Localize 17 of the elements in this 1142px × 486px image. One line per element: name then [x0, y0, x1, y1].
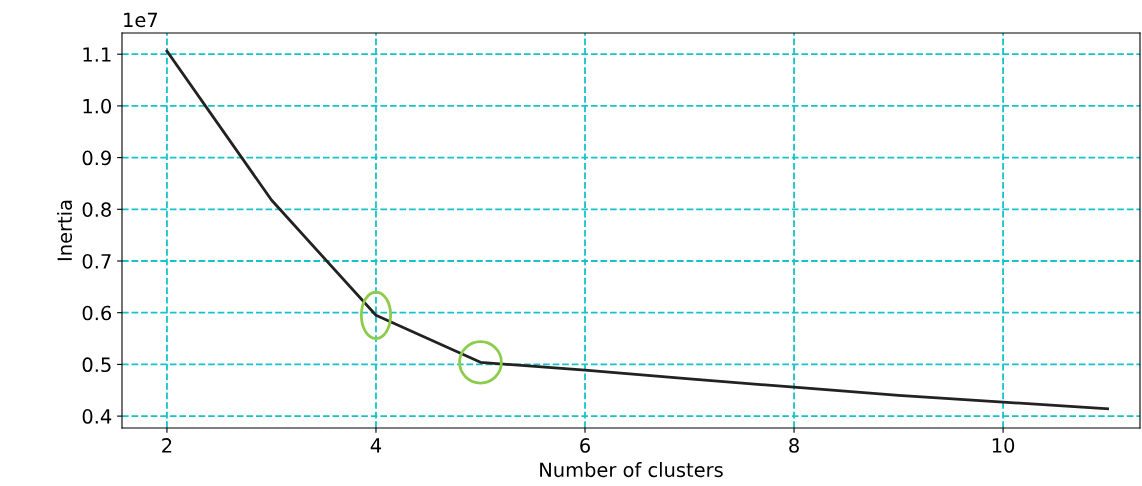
y-tick-label: 0.5: [82, 357, 111, 373]
y-tick-label: 1.0: [83, 98, 111, 114]
text: 1e7: [124, 12, 158, 28]
y-tick-label: 0.4: [82, 409, 112, 424]
line-series: [165, 49, 1109, 411]
y-tick-label: 0.8: [82, 202, 111, 217]
x-tick-label: 4: [370, 438, 382, 453]
y-tick-label: 0.7: [82, 253, 111, 269]
x-axis-title: Number of clusters: [540, 462, 723, 478]
x-tick-label: 10: [992, 438, 1015, 453]
x-tick-label: 8: [789, 438, 799, 453]
y-tick-label: 0.9: [82, 150, 111, 166]
y-tick-label: 1.1: [83, 47, 111, 62]
y-axis-title: Inertia: [56, 200, 73, 261]
x-tick-label: 6: [580, 438, 590, 453]
y-tick-label: 0.6: [82, 305, 112, 321]
x-tick-label: 2: [162, 438, 172, 453]
